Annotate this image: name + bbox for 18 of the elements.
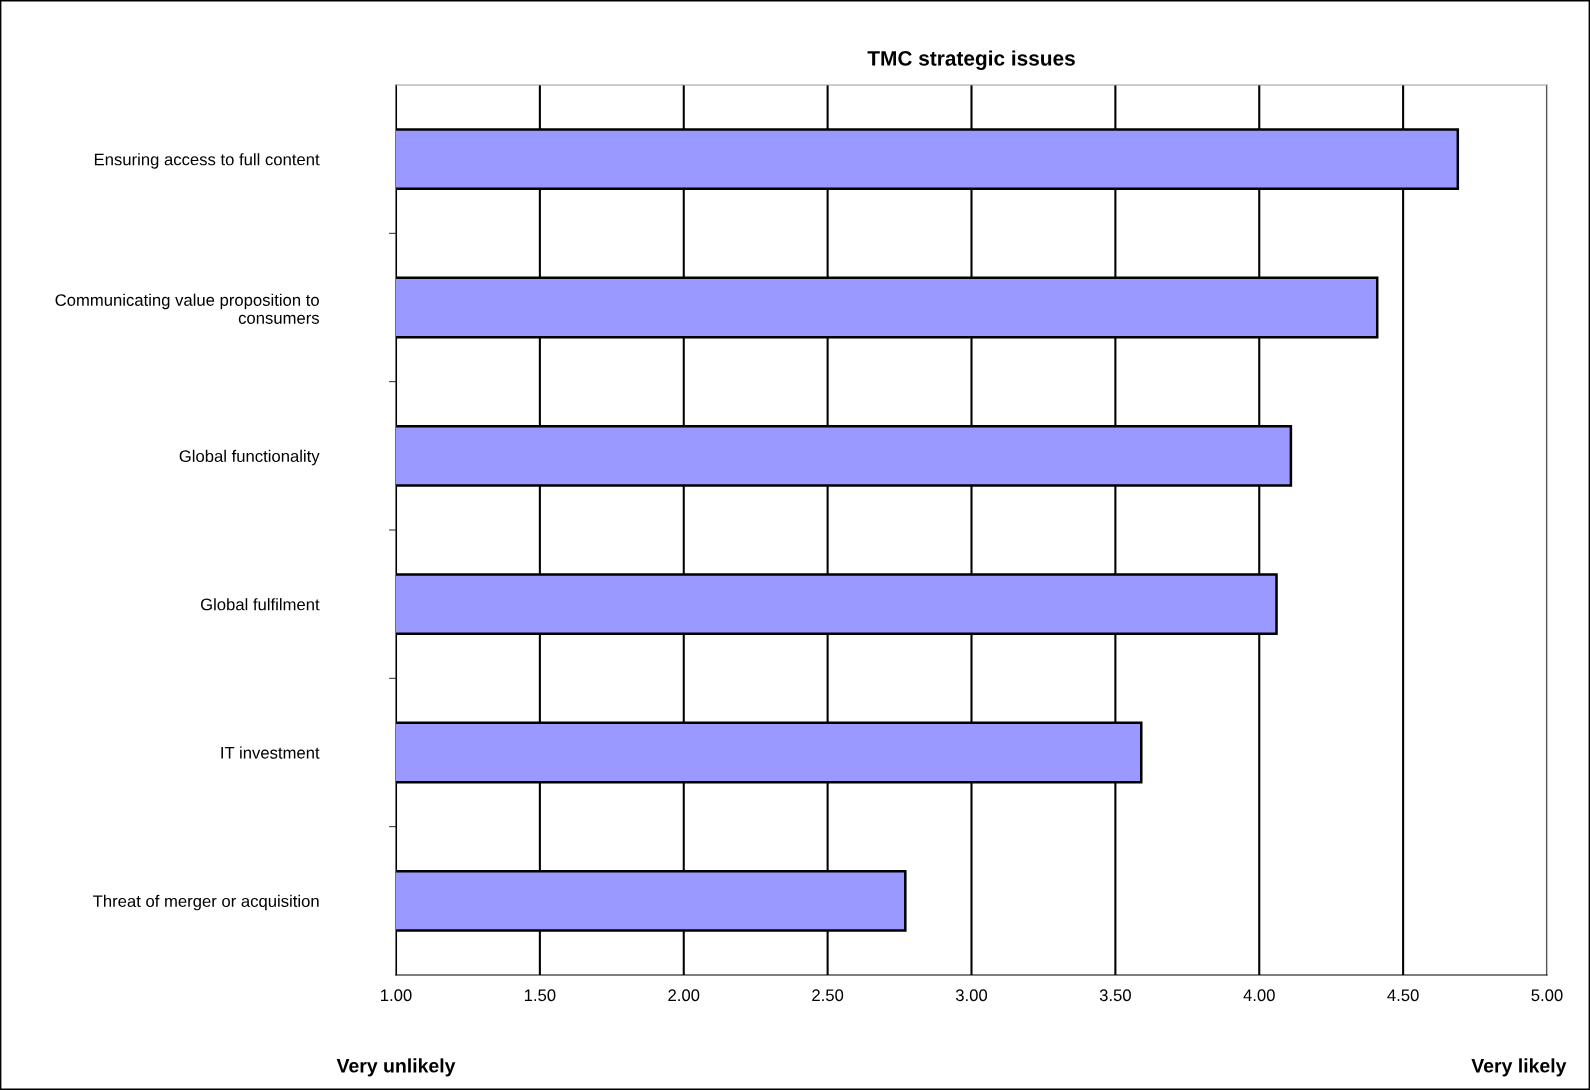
text: Very likely [1471, 1058, 1567, 1077]
y-tick-label: Communicating value proposition to consumers [55, 293, 320, 324]
x-tick-label: 3.00 [955, 989, 988, 1002]
y-tick-label: Ensuring access to full content [94, 153, 320, 169]
y-tick-label: Threat of merger or acquisition [93, 894, 319, 911]
x-tick-label: 2.00 [668, 989, 700, 1002]
x-tick-label: 1.00 [381, 989, 412, 1002]
x-tick-label: 1.50 [524, 989, 556, 1002]
x-tick-label: 5.00 [1531, 989, 1563, 1002]
y-tick-label: Global fulfilment [200, 598, 320, 611]
text: Very unlikely [336, 1058, 456, 1077]
y-tick-label: IT investment [221, 746, 320, 759]
x-tick-label: 4.00 [1243, 989, 1275, 1002]
x-tick-label: 2.50 [812, 989, 844, 1002]
y-tick-label: Global functionality [179, 449, 320, 466]
x-tick-label: 4.50 [1387, 989, 1419, 1002]
x-tick-label: 3.50 [1099, 989, 1131, 1002]
chart-title: TMC strategic issues [867, 50, 1075, 70]
